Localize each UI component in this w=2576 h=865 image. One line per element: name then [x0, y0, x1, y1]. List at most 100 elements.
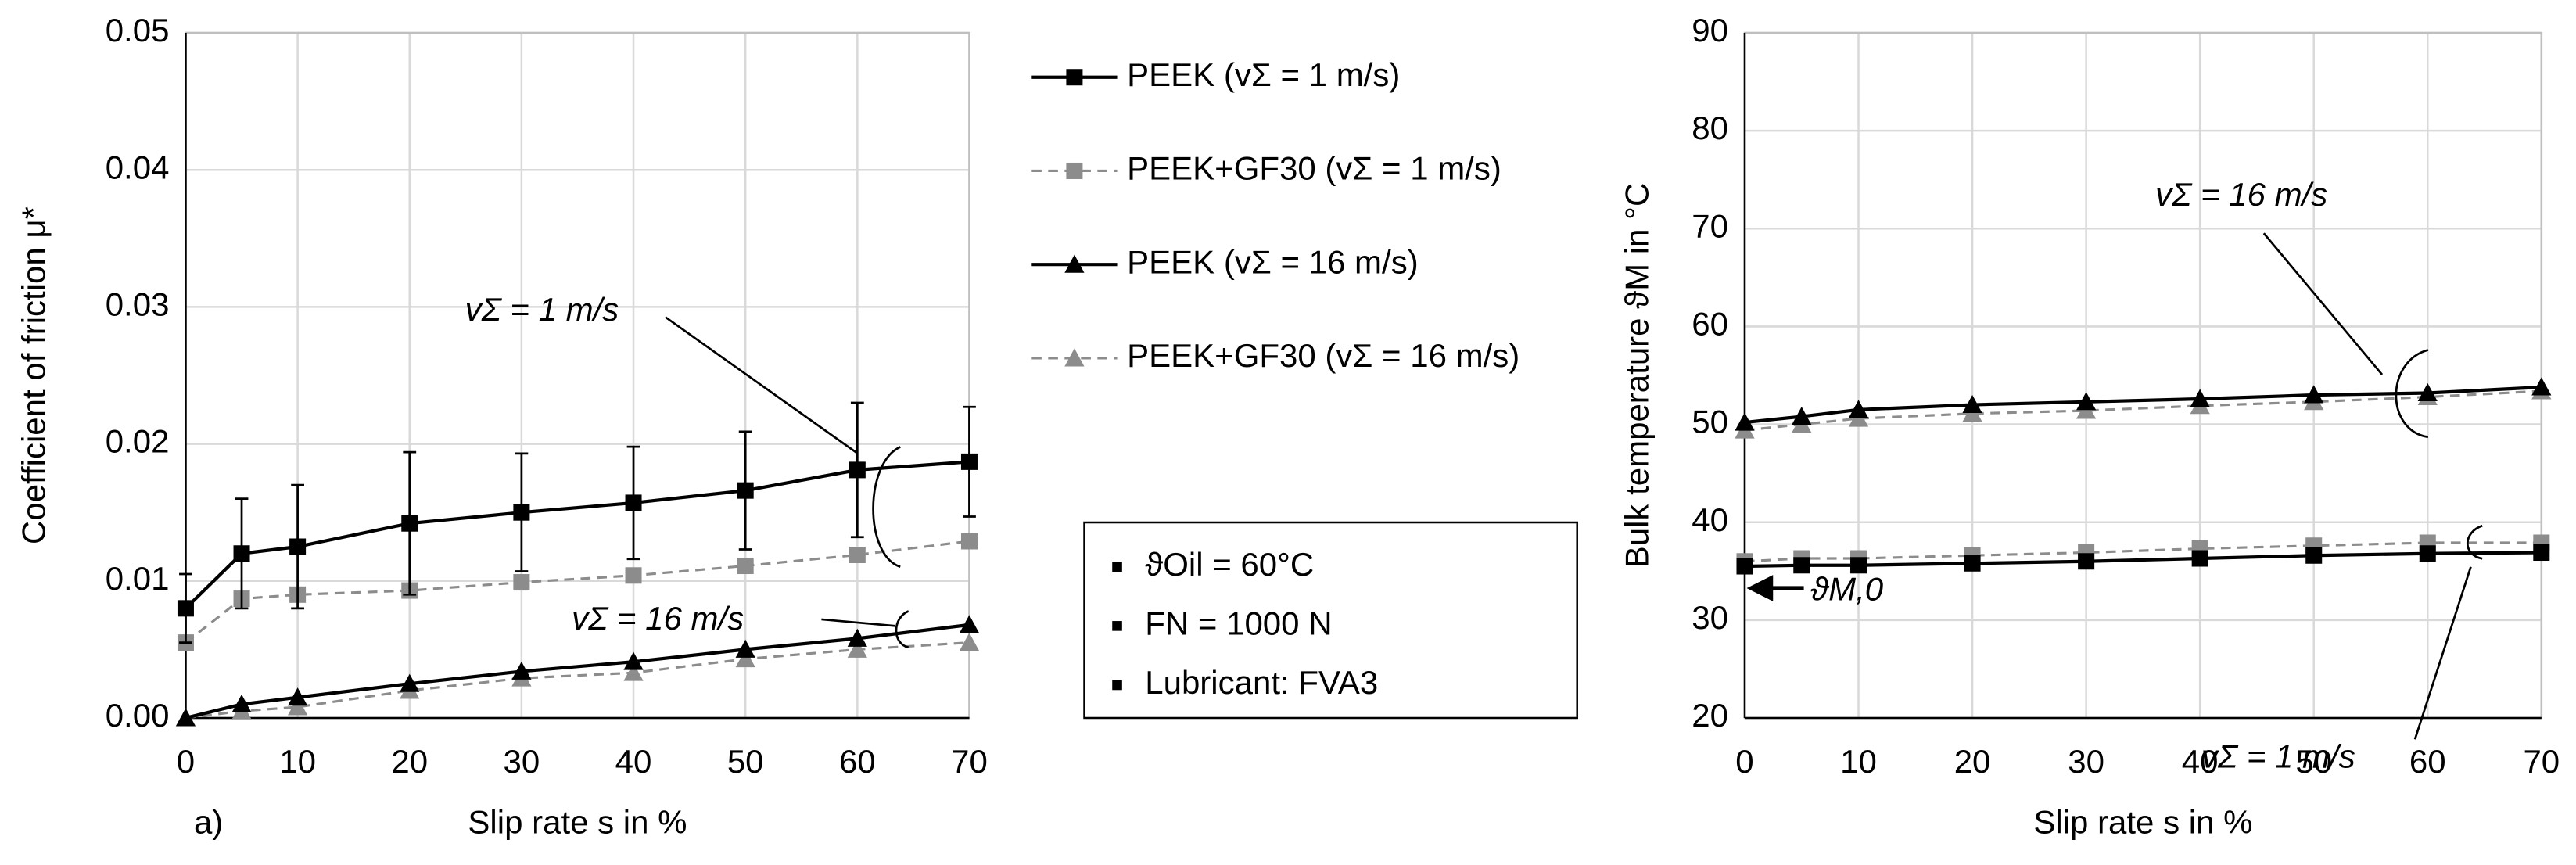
marker	[2076, 392, 2097, 411]
marker	[2417, 382, 2438, 402]
x-tick-label: 20	[391, 743, 428, 780]
x-tick-label: 70	[2523, 743, 2560, 780]
legend-label: PEEK+GF30 (vΣ = 1 m/s)	[1127, 150, 1501, 187]
marker	[1792, 406, 1812, 425]
marker	[1848, 400, 1869, 418]
marker	[400, 673, 420, 692]
marker	[401, 515, 418, 532]
marker	[287, 687, 308, 706]
marker	[625, 567, 642, 584]
y-tick-label: 20	[1692, 697, 1728, 734]
x-tick-label: 10	[1840, 743, 1877, 780]
marker	[233, 545, 250, 562]
marker	[1962, 394, 1982, 414]
condition: FN = 1000 N	[1145, 605, 1332, 641]
plot-frame	[1743, 31, 2543, 720]
annotation: vΣ = 1 m/s	[465, 291, 619, 328]
marker	[735, 639, 755, 658]
legend-label: PEEK (vΣ = 1 m/s)	[1127, 56, 1400, 93]
marker	[1964, 555, 1981, 572]
y-tick-label: 0.05	[106, 12, 170, 48]
legend-label: PEEK+GF30 (vΣ = 16 m/s)	[1127, 337, 1519, 374]
marker	[959, 615, 980, 633]
arrow	[1746, 575, 1804, 601]
leader-line	[2413, 524, 2483, 740]
marker	[2190, 389, 2210, 407]
bullet	[1112, 621, 1122, 631]
y-tick-label: 0.04	[106, 149, 170, 185]
y-tick-label: 0.03	[106, 285, 170, 322]
leader-line	[665, 316, 901, 569]
marker	[511, 661, 532, 680]
annotation: vΣ = 16 m/s	[2155, 176, 2327, 213]
marker	[735, 649, 755, 668]
x-axis-label: Slip rate s in %	[2033, 804, 2252, 841]
x-tick-label: 40	[615, 743, 652, 780]
marker	[2191, 550, 2208, 567]
bullet	[1112, 680, 1122, 691]
marker	[2304, 385, 2324, 404]
annotation: ϑM,0	[1810, 570, 1884, 607]
y-tick-label: 0.00	[106, 697, 170, 734]
y-tick-label: 80	[1692, 109, 1728, 146]
marker	[2531, 377, 2552, 396]
series-line	[1744, 541, 2542, 563]
marker	[623, 651, 644, 670]
conditions-box	[1083, 521, 1578, 720]
marker	[175, 708, 196, 727]
y-axis-label: Coefficient of friction μ*	[15, 206, 52, 544]
marker	[2305, 547, 2323, 564]
marker	[2533, 544, 2550, 562]
marker	[959, 633, 980, 651]
marker	[960, 453, 978, 470]
panel-label: a)	[194, 804, 223, 841]
legend-marker	[1066, 162, 1083, 179]
leader-line	[821, 610, 909, 649]
x-tick-label: 40	[2182, 743, 2219, 780]
x-tick-label: 60	[839, 743, 876, 780]
marker	[847, 639, 867, 658]
series-line	[1744, 389, 2542, 432]
y-tick-label: 70	[1692, 207, 1728, 244]
x-tick-label: 0	[177, 743, 195, 780]
series-line	[184, 460, 970, 610]
marker	[2078, 553, 2095, 570]
y-axis-label: Bulk temperature ϑM in °C	[1619, 183, 1656, 569]
x-tick-label: 10	[279, 743, 316, 780]
marker	[737, 482, 754, 499]
condition: Lubricant: FVA3	[1145, 664, 1378, 701]
x-axis-label: Slip rate s in %	[468, 804, 687, 841]
marker	[513, 574, 530, 591]
marker	[231, 694, 252, 712]
marker	[849, 461, 866, 479]
y-tick-label: 0.02	[106, 423, 170, 460]
marker	[623, 662, 644, 681]
legend-label: PEEK (vΣ = 16 m/s)	[1127, 243, 1419, 280]
x-tick-label: 0	[1735, 743, 1753, 780]
x-tick-label: 20	[1954, 743, 1991, 780]
legend-marker	[1066, 69, 1083, 86]
marker	[2419, 545, 2436, 562]
x-tick-label: 50	[727, 743, 764, 780]
x-tick-label: 30	[504, 743, 540, 780]
marker	[1736, 558, 1753, 575]
x-tick-label: 60	[2409, 743, 2446, 780]
condition: ϑOil = 60°C	[1145, 546, 1314, 583]
bullet	[1112, 562, 1122, 572]
y-tick-label: 60	[1692, 306, 1728, 343]
x-tick-label: 50	[2295, 743, 2332, 780]
marker	[849, 547, 866, 564]
marker	[847, 628, 867, 647]
y-tick-label: 0.01	[106, 560, 170, 597]
marker	[1735, 412, 1755, 431]
leader-line	[2262, 232, 2429, 439]
y-tick-label: 40	[1692, 501, 1728, 538]
marker	[289, 538, 307, 555]
y-tick-label: 30	[1692, 599, 1728, 636]
x-tick-label: 70	[951, 743, 988, 780]
marker	[1850, 557, 1867, 574]
y-tick-label: 90	[1692, 12, 1728, 48]
annotation: vΣ = 1 m/s	[2201, 738, 2355, 775]
legend-marker	[1064, 348, 1085, 367]
